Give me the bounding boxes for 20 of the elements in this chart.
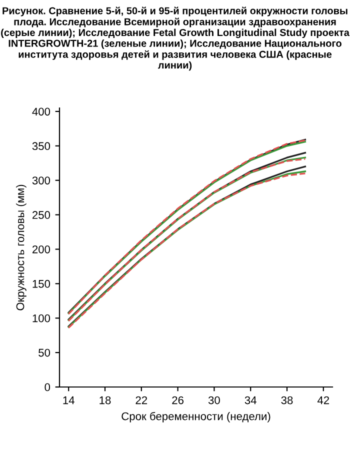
x-tick-label: 14 bbox=[63, 396, 74, 404]
y-tick-label: 300 bbox=[32, 176, 50, 184]
y-tick-label: 150 bbox=[32, 280, 50, 288]
y-tick-label: 400 bbox=[32, 108, 50, 116]
x-tick-label: 26 bbox=[172, 396, 184, 404]
x-tick-label: 18 bbox=[100, 396, 111, 404]
y-tick-label: 50 bbox=[38, 348, 50, 357]
x-tick-label: 34 bbox=[244, 396, 256, 404]
x-axis-title: Срок беременности (недели) bbox=[122, 412, 270, 422]
y-tick-label: 250 bbox=[32, 211, 50, 219]
y-tick-label: 100 bbox=[32, 314, 50, 322]
x-tick-label: 42 bbox=[317, 396, 330, 404]
x-tick-label: 30 bbox=[208, 396, 220, 404]
y-tick-label: 0 bbox=[44, 383, 50, 392]
y-tick-label: 350 bbox=[32, 142, 50, 150]
y-axis-title: Окружность головы (мм) bbox=[16, 184, 26, 310]
x-tick-label: 38 bbox=[281, 396, 293, 404]
x-tick-label: 22 bbox=[136, 396, 148, 404]
y-tick-label: 200 bbox=[32, 245, 50, 254]
chart-title: Рисунок. Сравнение 5-й, 50-й и 95-й процентилей окружности головы плода. Исследование Всемирной организации здравоохранения (серые линии); Исследование Fetal Growth Longitudinal Study проекта INTERGROWTH-21 (зеленые линии); Исследование Национального института здоровья детей и развития человека США (красные линии) bbox=[1, 6, 350, 71]
